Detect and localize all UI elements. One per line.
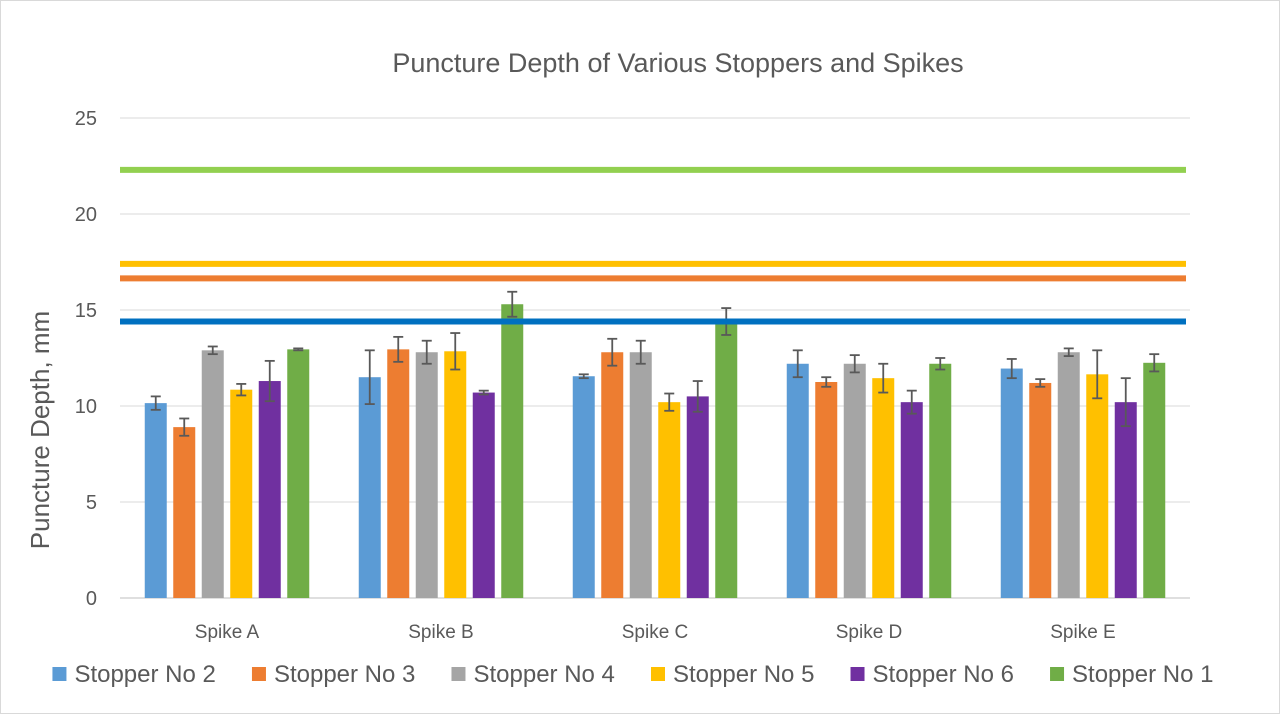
bars [144,304,1166,598]
bar [929,363,952,598]
error-bar [393,335,404,363]
legend-swatch [451,667,466,681]
error-bar [207,345,218,356]
bar [144,403,167,598]
legend-label: Stopper No 5 [673,661,814,688]
error-bar [692,380,703,413]
x-tick-label: Spike A [195,622,260,643]
error-bar [935,357,946,371]
legend-label: Stopper No 1 [1072,661,1213,688]
bar [472,392,495,598]
legend-item: Stopper No 4 [451,661,615,688]
y-axis-label: Puncture Depth, mm [25,311,55,549]
chart-title: Puncture Depth of Various Stoppers and S… [392,48,963,78]
legend-item: Stopper No 5 [651,661,814,688]
y-tick-label: 20 [75,204,97,226]
y-tick-label: 5 [86,492,97,514]
error-bar [236,383,247,397]
legend: Stopper No 2 Stopper No 3 Stopper No 4 Stop… [52,661,1213,688]
bar [258,381,281,598]
x-tick-labels: Spike A Spike B Spike C Spike D Spike E [195,622,1116,643]
error-bar [478,389,489,396]
error-bar [364,349,375,405]
bar [415,352,438,598]
bar [843,363,866,598]
error-bar [607,337,618,367]
bar [444,351,467,598]
error-bar [578,373,589,380]
bar [230,389,253,598]
y-tick-label: 15 [75,300,97,322]
bar [658,402,681,598]
error-bar [821,376,832,388]
x-tick-label: Spike E [1050,622,1115,643]
error-bar [1149,353,1160,373]
bar [686,396,709,598]
bar [1029,382,1052,598]
bar [601,352,624,598]
legend-item: Stopper No 6 [850,661,1014,688]
bar [872,378,895,598]
legend-label: Stopper No 2 [74,661,215,688]
legend-label: Stopper No 6 [873,661,1014,688]
error-bar [635,339,646,365]
bar [715,321,738,598]
legend-label: Stopper No 3 [274,661,415,688]
legend-item: Stopper No 2 [52,661,216,688]
error-bar [849,354,860,374]
error-bar [507,290,518,318]
error-bar [150,395,161,411]
legend-swatch [251,667,266,681]
legend-swatch [850,667,865,681]
reference-lines [120,166,1186,325]
bar [173,427,196,598]
bar [1000,368,1023,598]
bar [287,349,310,598]
legend-label: Stopper No 4 [473,661,614,688]
bar [1114,402,1137,598]
bar [201,350,224,598]
bar [786,363,809,598]
error-bar [293,347,304,352]
legend-swatch [1050,667,1065,681]
y-tick-labels: 0 5 10 15 20 25 [75,108,97,610]
bar [629,352,652,598]
bar [1143,362,1166,598]
error-bar [1120,377,1131,428]
y-tick-label: 25 [75,108,97,130]
bar [1057,352,1080,598]
bar [358,377,381,598]
y-tick-label: 10 [75,396,97,418]
error-bar [664,392,675,412]
bar [387,349,410,598]
legend-item: Stopper No 3 [251,661,415,688]
error-bar [1006,358,1017,380]
error-bar [179,417,190,437]
error-bar [421,339,432,365]
legend-swatch [651,667,665,681]
x-tick-label: Spike B [408,622,473,643]
bar [572,376,595,598]
error-bar [1063,347,1074,357]
legend-swatch [52,667,67,681]
error-bar [878,362,889,394]
bar [900,402,923,598]
error-bar [906,389,917,415]
error-bar [1035,378,1046,388]
error-bar [450,332,461,371]
x-tick-label: Spike D [836,622,903,643]
error-bar [792,349,803,379]
bar [815,382,838,598]
bar [1086,374,1109,598]
error-bar [1092,349,1103,400]
y-tick-label: 0 [86,588,97,610]
legend-item: Stopper No 1 [1050,661,1213,688]
error-bar [264,359,275,403]
x-tick-label: Spike C [622,622,689,643]
bar [501,304,524,598]
